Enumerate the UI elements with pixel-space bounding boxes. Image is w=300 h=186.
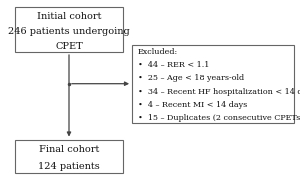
Text: •  4 – Recent MI < 14 days: • 4 – Recent MI < 14 days bbox=[138, 100, 247, 109]
Text: CPET: CPET bbox=[55, 42, 83, 51]
Text: Initial cohort: Initial cohort bbox=[37, 12, 101, 21]
FancyBboxPatch shape bbox=[15, 140, 123, 173]
FancyBboxPatch shape bbox=[132, 45, 294, 123]
Text: 124 patients: 124 patients bbox=[38, 162, 100, 171]
FancyBboxPatch shape bbox=[15, 7, 123, 52]
Text: Final cohort: Final cohort bbox=[39, 145, 99, 154]
Text: •  15 – Duplicates (2 consecutive CPETs): • 15 – Duplicates (2 consecutive CPETs) bbox=[138, 113, 300, 122]
Text: 246 patients undergoing: 246 patients undergoing bbox=[8, 27, 130, 36]
Text: •  44 – RER < 1.1: • 44 – RER < 1.1 bbox=[138, 61, 209, 70]
Text: •  34 – Recent HF hospitalization < 14 days: • 34 – Recent HF hospitalization < 14 da… bbox=[138, 87, 300, 96]
Text: •  25 – Age < 18 years-old: • 25 – Age < 18 years-old bbox=[138, 74, 244, 83]
Text: Excluded:: Excluded: bbox=[138, 48, 178, 57]
